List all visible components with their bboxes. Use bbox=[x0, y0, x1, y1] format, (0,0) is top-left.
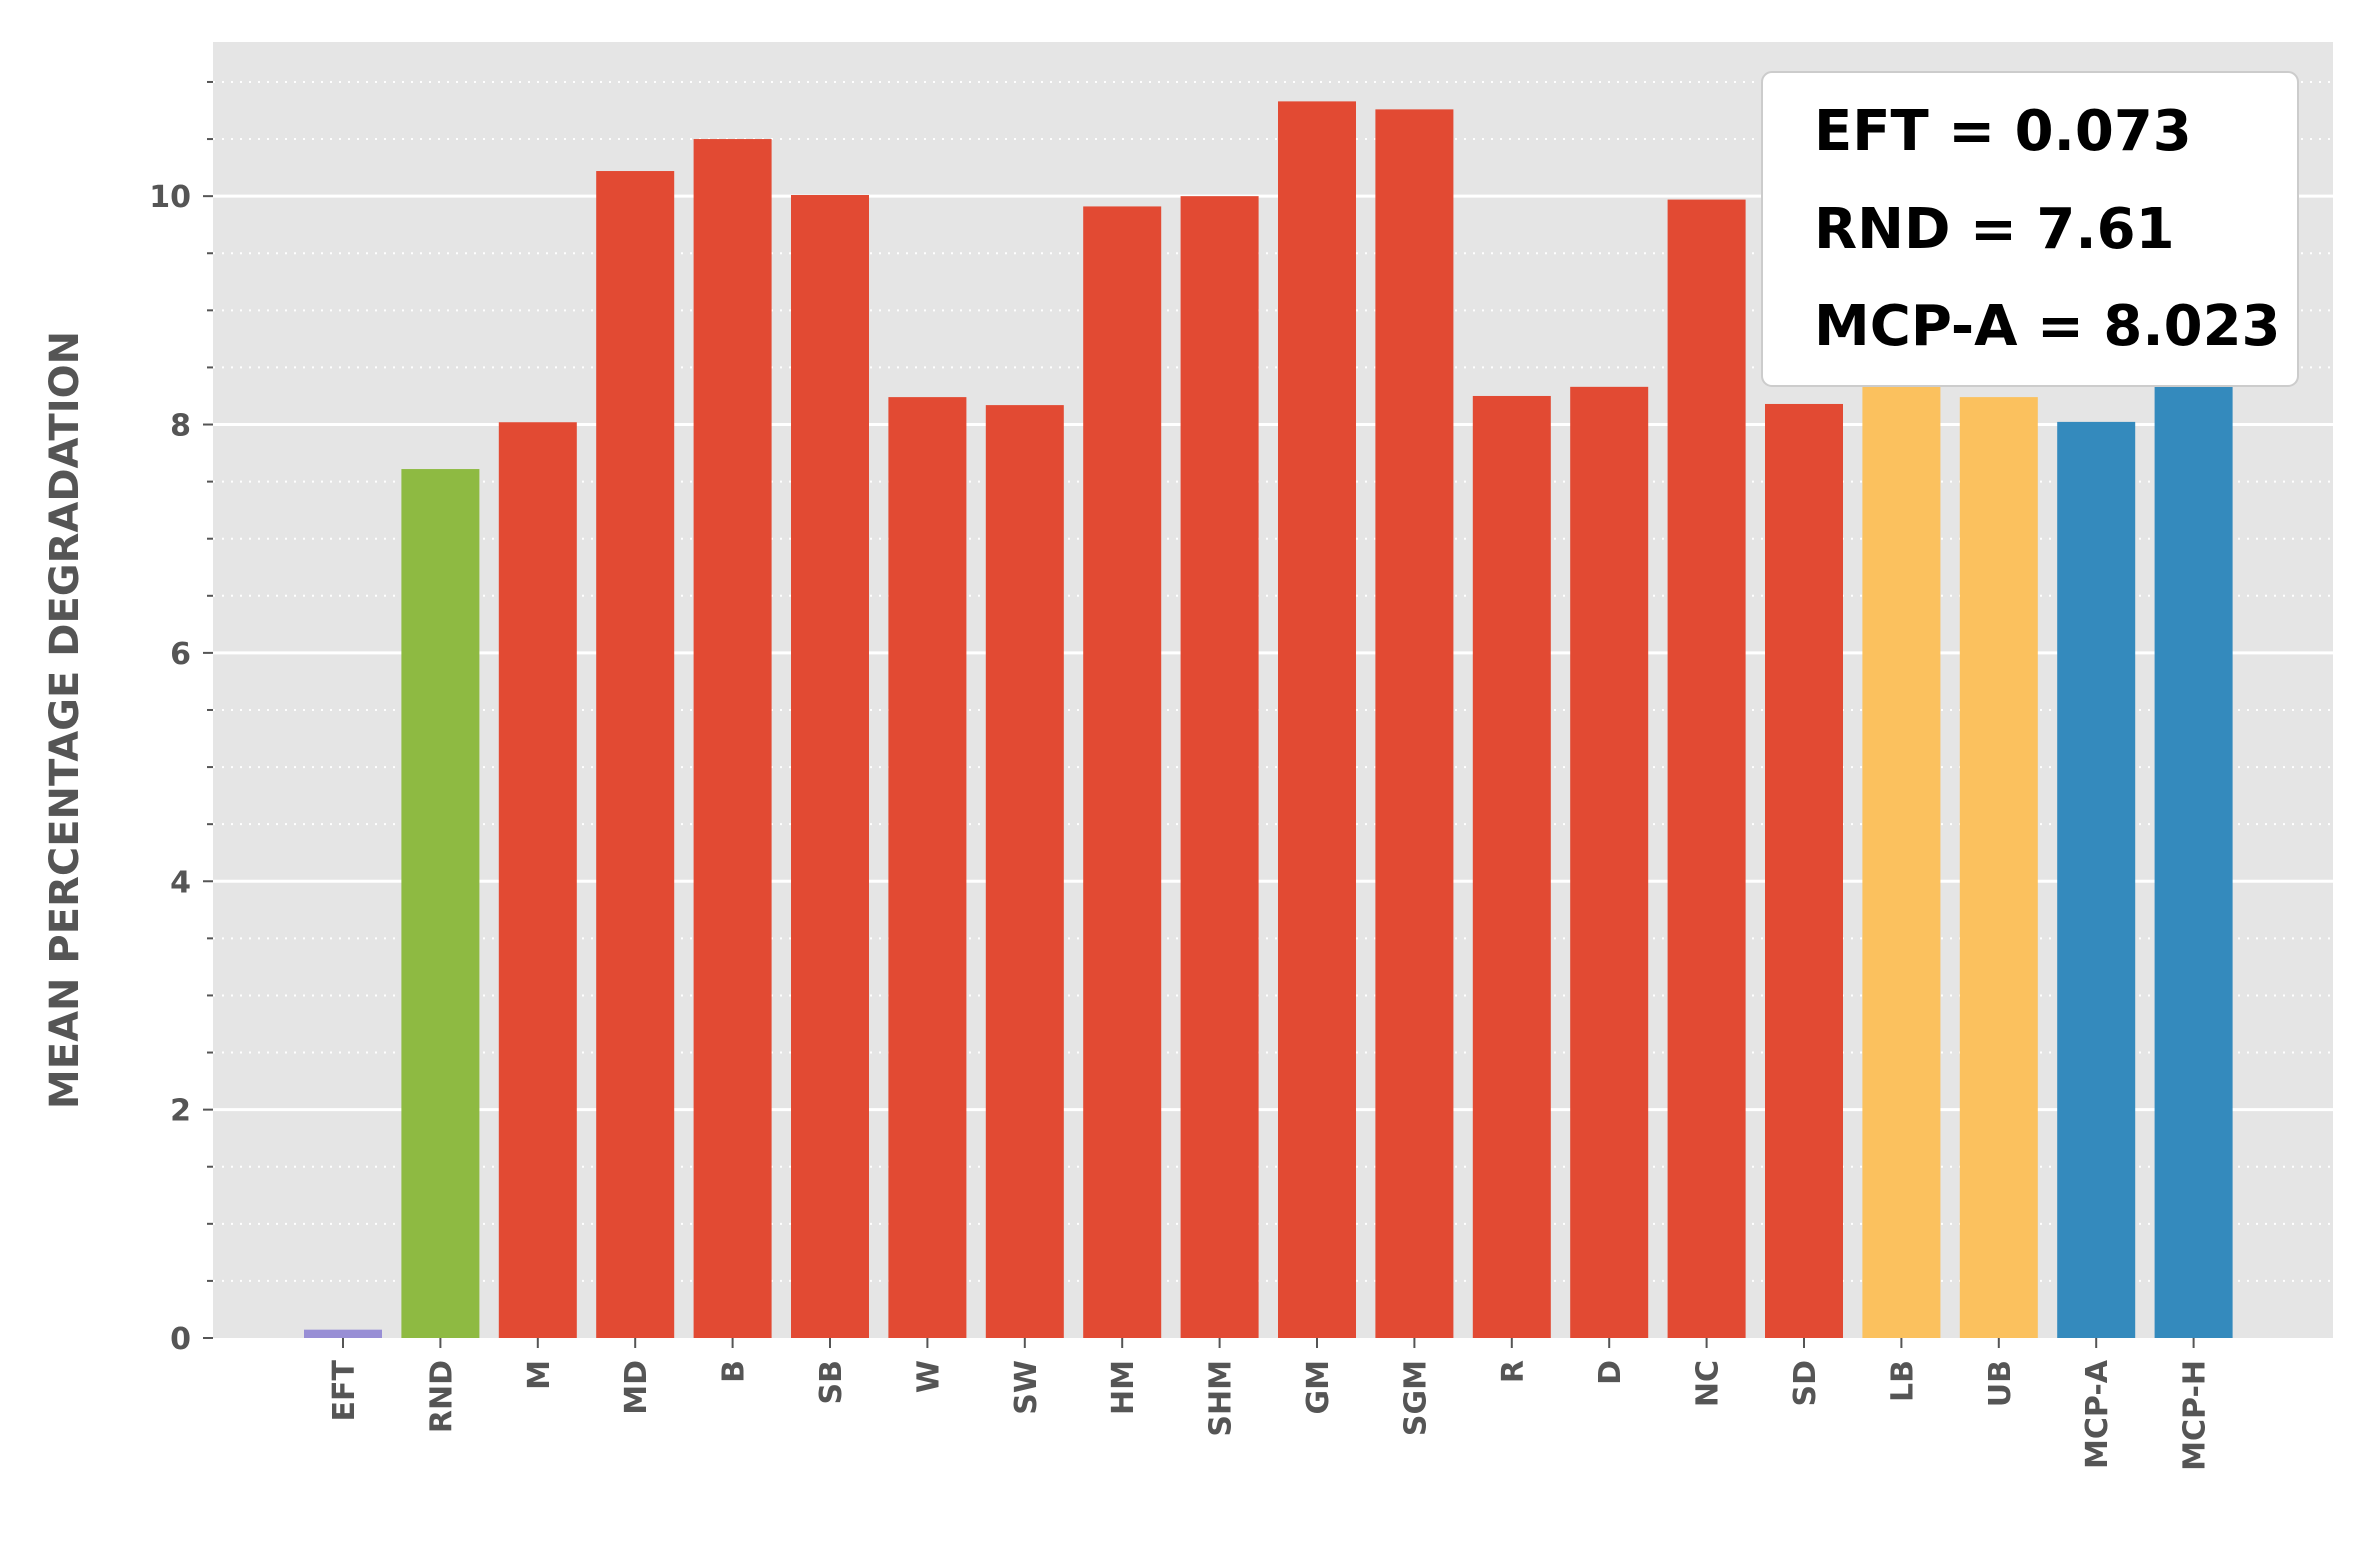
bar-sgm bbox=[1375, 109, 1454, 1339]
annotation-line-eft: EFT = 0.073 bbox=[1814, 99, 2192, 164]
bar-w bbox=[888, 397, 967, 1338]
annotation-line-rnd: RND = 7.61 bbox=[1814, 197, 2175, 262]
y-tick-label: 0 bbox=[170, 1322, 191, 1357]
bar-sd bbox=[1765, 403, 1843, 1338]
x-tick-label-nc: NC bbox=[1691, 1360, 1726, 1407]
annotation-line-mcp-a: MCP-A = 8.023 bbox=[1814, 294, 2281, 359]
bar-sb bbox=[791, 195, 869, 1338]
y-axis: 0 2 4 6 8 10 bbox=[149, 80, 213, 1357]
x-tick-label-b: B bbox=[717, 1360, 752, 1383]
x-tick-label-mcp-a: MCP-A bbox=[2080, 1359, 2115, 1469]
bars bbox=[304, 101, 2233, 1339]
annotation-box: EFT = 0.073 RND = 7.61 MCP-A = 8.023 bbox=[1761, 71, 2299, 387]
bar-hm bbox=[1083, 206, 1162, 1339]
x-tick-label-m: M bbox=[522, 1360, 557, 1390]
x-tick-label-d: D bbox=[1593, 1360, 1628, 1385]
x-tick-label-w: W bbox=[911, 1360, 946, 1393]
y-tick-label: 6 bbox=[170, 637, 191, 672]
x-axis: EFT RND M MD B SB W SW HM SHM GM SGM R D NC SD LB UB MCP-A… bbox=[327, 1338, 2213, 1471]
bar-m bbox=[498, 422, 577, 1339]
bar-md bbox=[596, 171, 675, 1339]
bar-mcp-h bbox=[2154, 373, 2233, 1338]
bar-lb bbox=[1862, 376, 1941, 1338]
x-tick-label-sd: SD bbox=[1788, 1360, 1823, 1407]
y-tick-label: 2 bbox=[170, 1094, 191, 1129]
x-tick-label-sw: SW bbox=[1009, 1360, 1044, 1415]
y-axis-label: MEAN PERCENTAGE DEGRADATION bbox=[42, 331, 88, 1109]
bar-ub bbox=[1959, 397, 2038, 1338]
bar-r bbox=[1472, 395, 1551, 1338]
bar-gm bbox=[1278, 101, 1356, 1338]
x-tick-label-eft: EFT bbox=[327, 1359, 362, 1421]
bar-d bbox=[1570, 386, 1649, 1339]
x-tick-label-sb: SB bbox=[814, 1360, 849, 1404]
x-tick-label-r: R bbox=[1496, 1360, 1531, 1383]
x-tick-label-gm: GM bbox=[1301, 1360, 1336, 1414]
x-tick-label-rnd: RND bbox=[424, 1360, 459, 1433]
x-tick-label-shm: SHM bbox=[1204, 1360, 1239, 1437]
y-tick-label: 8 bbox=[170, 409, 191, 444]
bar-eft bbox=[304, 1329, 382, 1338]
x-tick-label-sgm: SGM bbox=[1398, 1360, 1433, 1436]
bar-b bbox=[693, 139, 772, 1339]
bar-sw bbox=[985, 405, 1064, 1338]
bar-rnd bbox=[401, 469, 480, 1338]
x-tick-label-mcp-h: MCP-H bbox=[2178, 1360, 2213, 1471]
y-tick-label: 10 bbox=[149, 180, 191, 215]
annotation-frame bbox=[1761, 71, 2299, 387]
x-tick-label-md: MD bbox=[619, 1360, 654, 1415]
bar-nc bbox=[1667, 199, 1746, 1339]
y-tick-label: 4 bbox=[170, 865, 191, 900]
x-tick-label-ub: UB bbox=[1983, 1360, 2018, 1407]
bar-mcp-a bbox=[2057, 421, 2136, 1338]
bar-shm bbox=[1180, 196, 1259, 1338]
x-tick-label-hm: HM bbox=[1106, 1360, 1141, 1415]
x-tick-label-lb: LB bbox=[1885, 1360, 1920, 1402]
